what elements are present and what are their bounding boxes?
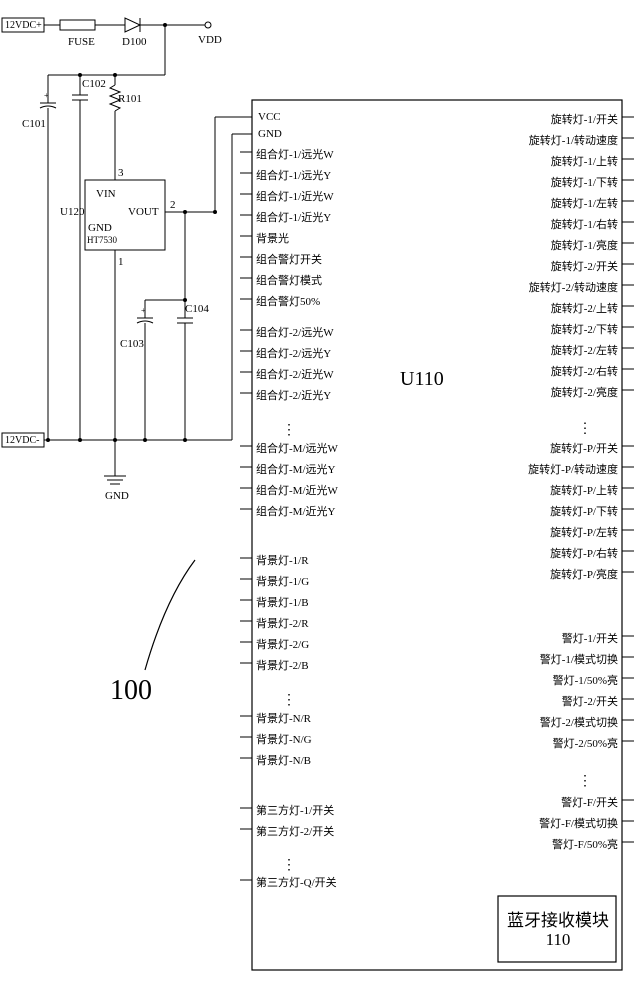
vdc-plus-label: 12VDC+ xyxy=(5,20,42,31)
right-pin-12: 旋转灯-2/右转 xyxy=(551,363,618,379)
vin-label: VIN xyxy=(96,188,116,200)
right-pin-29: 警灯-F/50%亮 xyxy=(552,836,618,852)
left-pin-23: 背景灯-N/G xyxy=(256,731,312,747)
u110-label: U110 xyxy=(400,368,444,391)
u120-gnd-label: GND xyxy=(88,222,112,234)
left-pin-1: 组合灯-1/远光Y xyxy=(256,167,331,183)
pin3-label: 3 xyxy=(118,167,124,179)
svg-text:+: + xyxy=(141,306,146,315)
right-pin-17: 旋转灯-P/下转 xyxy=(550,503,618,519)
left-pin-24: 背景灯-N/B xyxy=(256,752,311,768)
left-pin-2: 组合灯-1/近光W xyxy=(256,188,334,204)
right-pin-4: 旋转灯-1/左转 xyxy=(551,195,618,211)
vdd-label: VDD xyxy=(198,34,222,46)
svg-text:⋮: ⋮ xyxy=(578,422,592,437)
right-pin-27: 警灯-F/开关 xyxy=(561,794,618,810)
right-pin-19: 旋转灯-P/右转 xyxy=(550,545,618,561)
vout-label: VOUT xyxy=(128,206,159,218)
left-pin-18: 背景灯-1/B xyxy=(256,594,309,610)
right-pin-9: 旋转灯-2/上转 xyxy=(551,300,618,316)
right-pin-14: 旋转灯-P/开关 xyxy=(550,440,618,456)
c104-label: C104 xyxy=(185,303,209,315)
left-pin-15: 组合灯-M/近光Y xyxy=(256,503,335,519)
svg-text:⋮: ⋮ xyxy=(282,858,296,873)
right-pin-6: 旋转灯-1/亮度 xyxy=(551,237,618,253)
svg-text:⋮: ⋮ xyxy=(578,774,592,789)
right-pin-22: 警灯-1/模式切换 xyxy=(540,651,618,667)
right-pin-11: 旋转灯-2/左转 xyxy=(551,342,618,358)
gnd-pin-label: GND xyxy=(258,128,282,140)
svg-text:⋮: ⋮ xyxy=(282,693,296,708)
pin2-label: 2 xyxy=(170,199,176,211)
left-pin-12: 组合灯-M/远光W xyxy=(256,440,338,456)
right-pin-16: 旋转灯-P/上转 xyxy=(550,482,618,498)
left-pin-13: 组合灯-M/远光Y xyxy=(256,461,335,477)
left-pin-20: 背景灯-2/G xyxy=(256,636,309,652)
left-pin-7: 组合警灯50% xyxy=(256,293,320,309)
right-pin-1: 旋转灯-1/转动速度 xyxy=(529,132,618,148)
right-pin-10: 旋转灯-2/下转 xyxy=(551,321,618,337)
right-pin-23: 警灯-1/50%亮 xyxy=(553,672,618,688)
vcc-pin-label: VCC xyxy=(258,111,281,123)
r101-label: R101 xyxy=(118,93,142,105)
right-pin-13: 旋转灯-2/亮度 xyxy=(551,384,618,400)
right-pin-3: 旋转灯-1/下转 xyxy=(551,174,618,190)
u120-chip-label: HT7530 xyxy=(87,235,117,245)
left-pin-17: 背景灯-1/G xyxy=(256,573,309,589)
right-pin-28: 警灯-F/模式切换 xyxy=(539,815,618,831)
left-pin-19: 背景灯-2/R xyxy=(256,615,309,631)
left-pin-9: 组合灯-2/远光Y xyxy=(256,345,331,361)
pin1-label: 1 xyxy=(118,256,124,268)
svg-text:+: + xyxy=(44,91,49,100)
left-pin-27: 第三方灯-Q/开关 xyxy=(256,874,337,890)
left-pin-0: 组合灯-1/远光W xyxy=(256,146,334,162)
left-pin-14: 组合灯-M/近光W xyxy=(256,482,338,498)
left-pin-11: 组合灯-2/近光Y xyxy=(256,387,331,403)
left-pin-22: 背景灯-N/R xyxy=(256,710,311,726)
bt-label: 蓝牙接收模块 xyxy=(505,906,611,931)
ref-100: 100 xyxy=(110,675,152,707)
svg-text:⋮: ⋮ xyxy=(282,423,296,438)
left-pin-26: 第三方灯-2/开关 xyxy=(256,823,334,839)
left-pin-10: 组合灯-2/近光W xyxy=(256,366,334,382)
left-pin-4: 背景光 xyxy=(256,230,289,246)
bt-num: 110 xyxy=(505,930,611,950)
right-pin-8: 旋转灯-2/转动速度 xyxy=(529,279,618,295)
u120-label: U120 xyxy=(60,206,84,218)
fuse-label: FUSE xyxy=(68,36,95,48)
right-pin-18: 旋转灯-P/左转 xyxy=(550,524,618,540)
gnd-label: GND xyxy=(105,490,129,502)
left-pin-6: 组合警灯模式 xyxy=(256,272,322,288)
right-pin-5: 旋转灯-1/右转 xyxy=(551,216,618,232)
left-pin-16: 背景灯-1/R xyxy=(256,552,309,568)
d100-label: D100 xyxy=(122,36,146,48)
left-pin-25: 第三方灯-1/开关 xyxy=(256,802,334,818)
right-pin-24: 警灯-2/开关 xyxy=(562,693,618,709)
right-pin-20: 旋转灯-P/亮度 xyxy=(550,566,618,582)
left-pin-3: 组合灯-1/近光Y xyxy=(256,209,331,225)
right-pin-21: 警灯-1/开关 xyxy=(562,630,618,646)
c102-label: C102 xyxy=(82,78,106,90)
vdc-minus-label: 12VDC- xyxy=(5,435,39,446)
right-pin-15: 旋转灯-P/转动速度 xyxy=(528,461,618,477)
c103-label: C103 xyxy=(120,338,144,350)
right-pin-0: 旋转灯-1/开关 xyxy=(551,111,618,127)
right-pin-25: 警灯-2/模式切换 xyxy=(540,714,618,730)
right-pin-26: 警灯-2/50%亮 xyxy=(553,735,618,751)
left-pin-21: 背景灯-2/B xyxy=(256,657,309,673)
right-pin-2: 旋转灯-1/上转 xyxy=(551,153,618,169)
left-pin-5: 组合警灯开关 xyxy=(256,251,322,267)
right-pin-7: 旋转灯-2/开关 xyxy=(551,258,618,274)
c101-label: C101 xyxy=(22,118,46,130)
left-pin-8: 组合灯-2/远光W xyxy=(256,324,334,340)
